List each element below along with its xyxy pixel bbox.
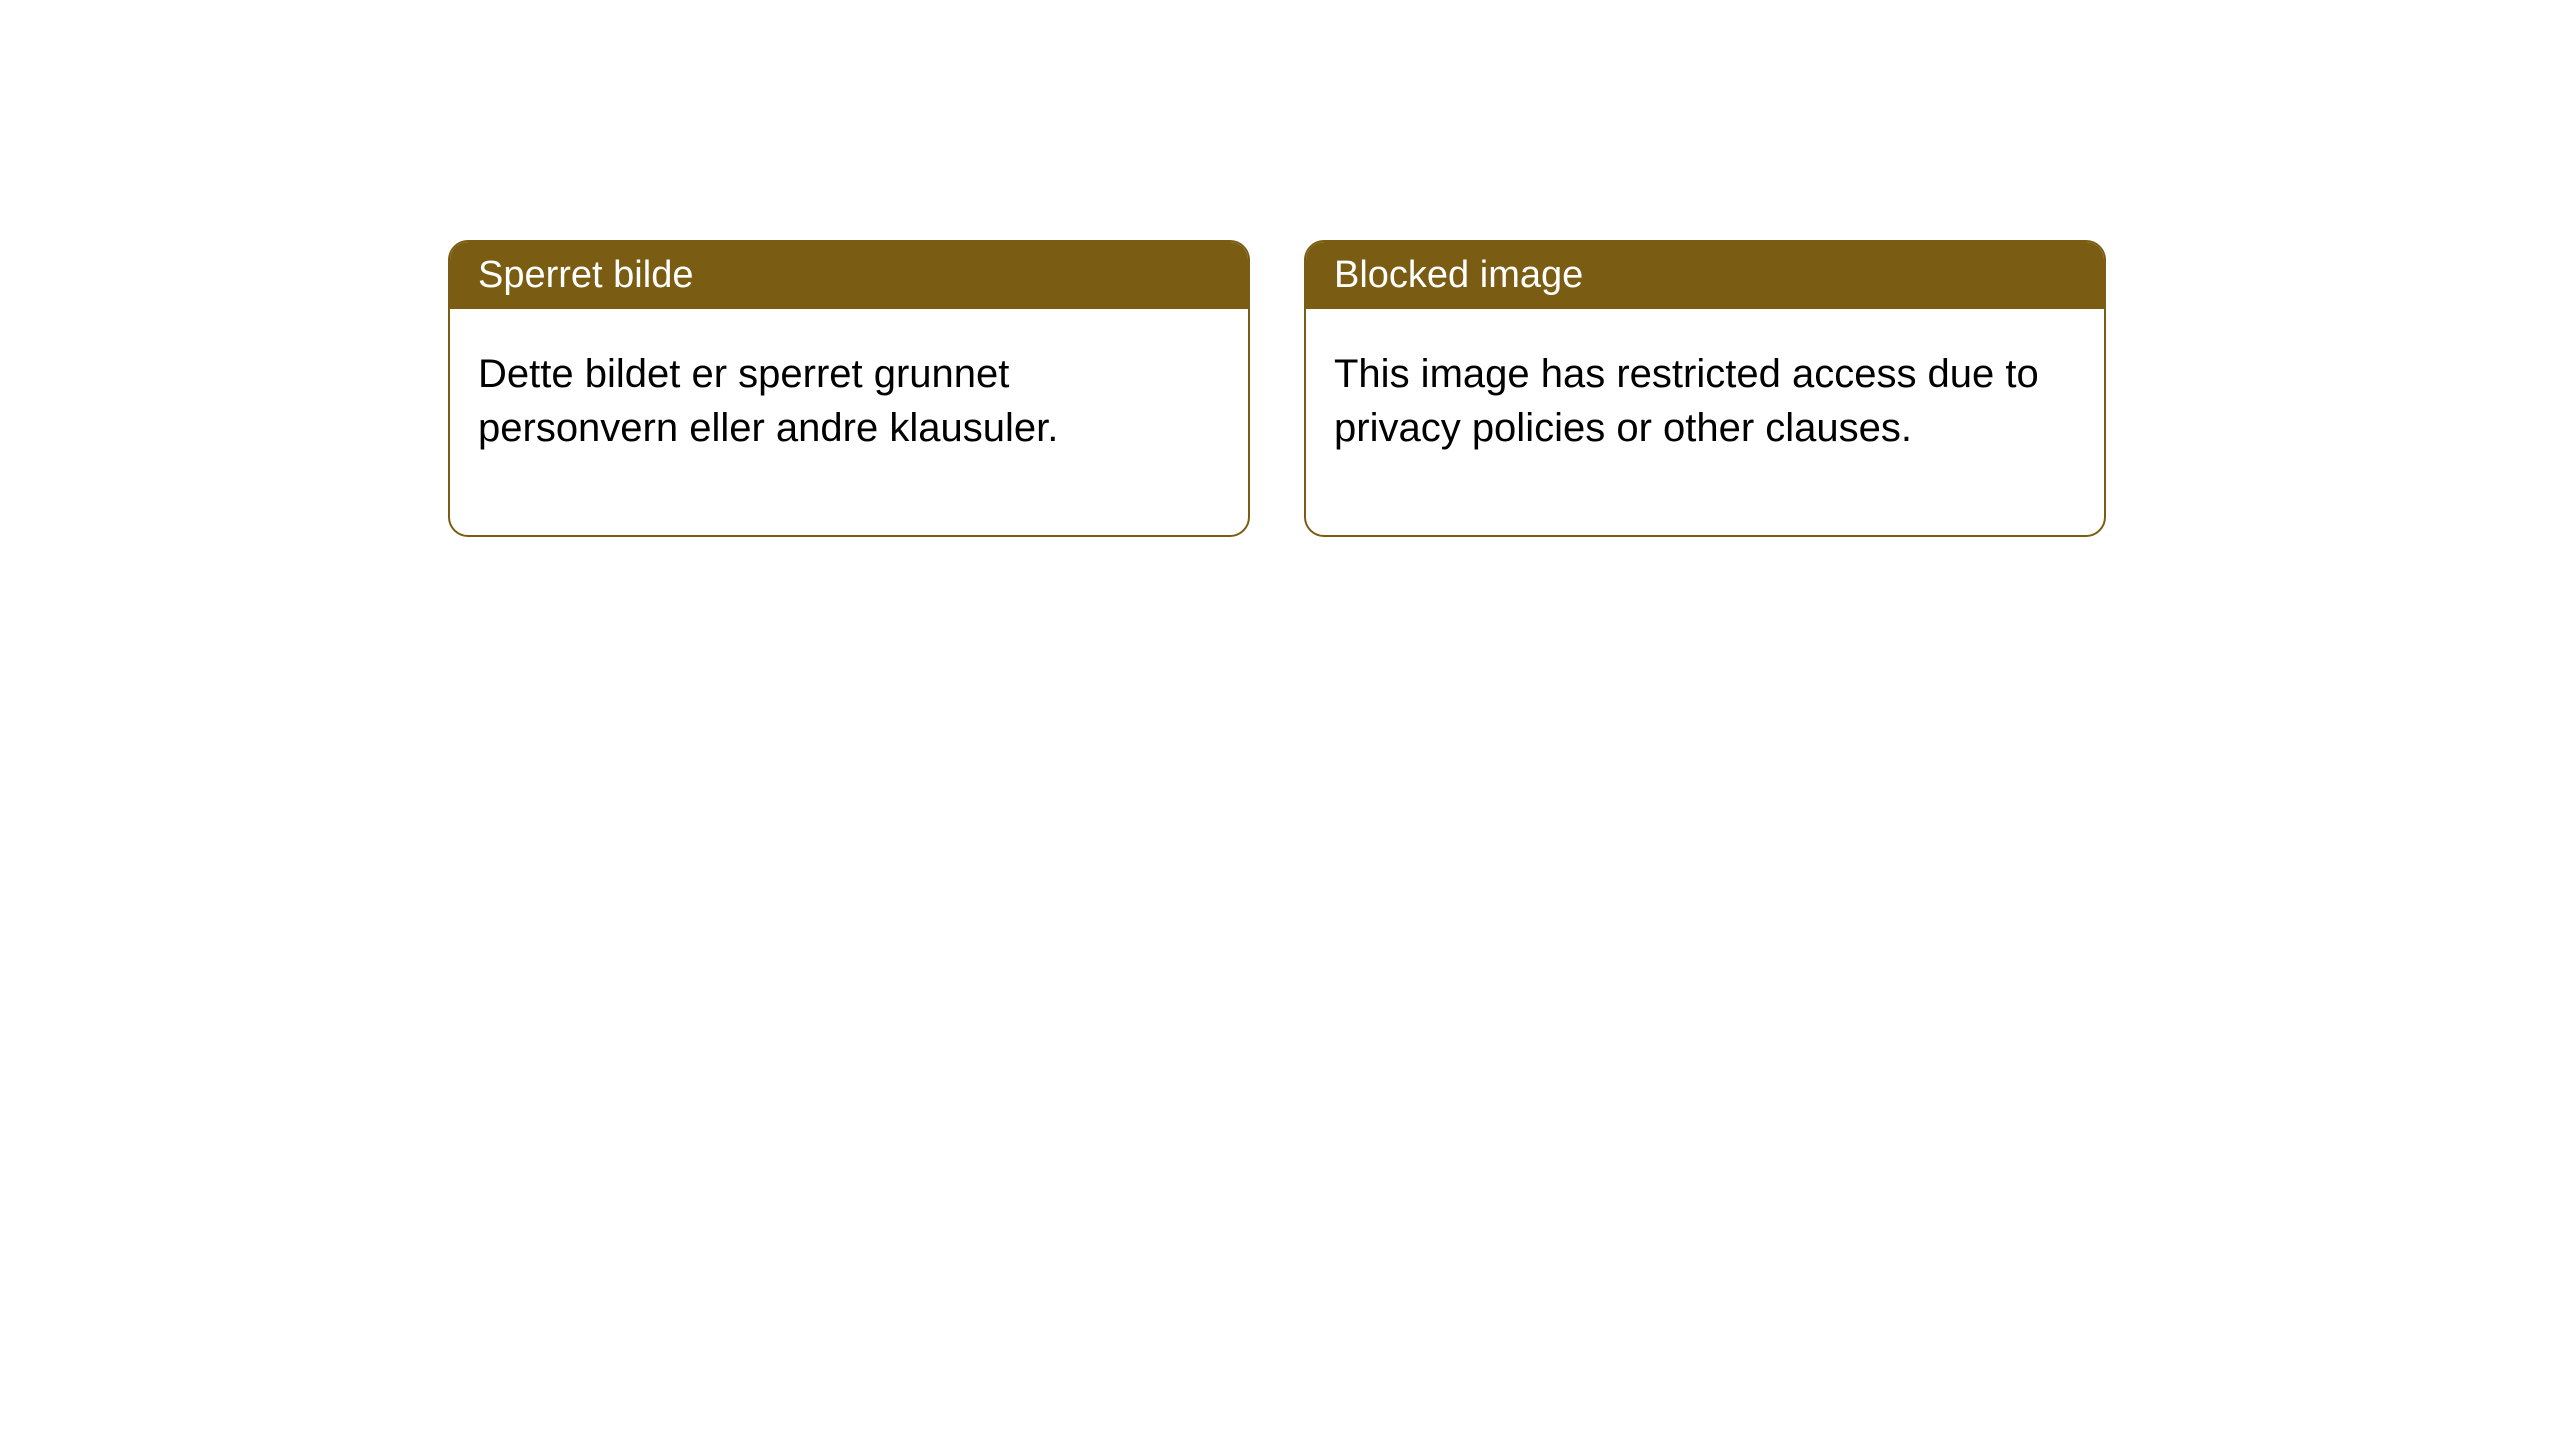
card-header: Sperret bilde	[450, 242, 1248, 309]
notice-card-english: Blocked image This image has restricted …	[1304, 240, 2106, 537]
card-title: Blocked image	[1334, 254, 1583, 296]
card-header: Blocked image	[1306, 242, 2104, 309]
card-title: Sperret bilde	[478, 254, 693, 296]
card-body-text: Dette bildet er sperret grunnet personve…	[478, 352, 1058, 450]
notice-card-norwegian: Sperret bilde Dette bildet er sperret gr…	[448, 240, 1250, 537]
cards-container: Sperret bilde Dette bildet er sperret gr…	[448, 240, 2106, 537]
card-body: Dette bildet er sperret grunnet personve…	[450, 309, 1248, 535]
card-body: This image has restricted access due to …	[1306, 309, 2104, 535]
card-body-text: This image has restricted access due to …	[1334, 352, 2039, 450]
